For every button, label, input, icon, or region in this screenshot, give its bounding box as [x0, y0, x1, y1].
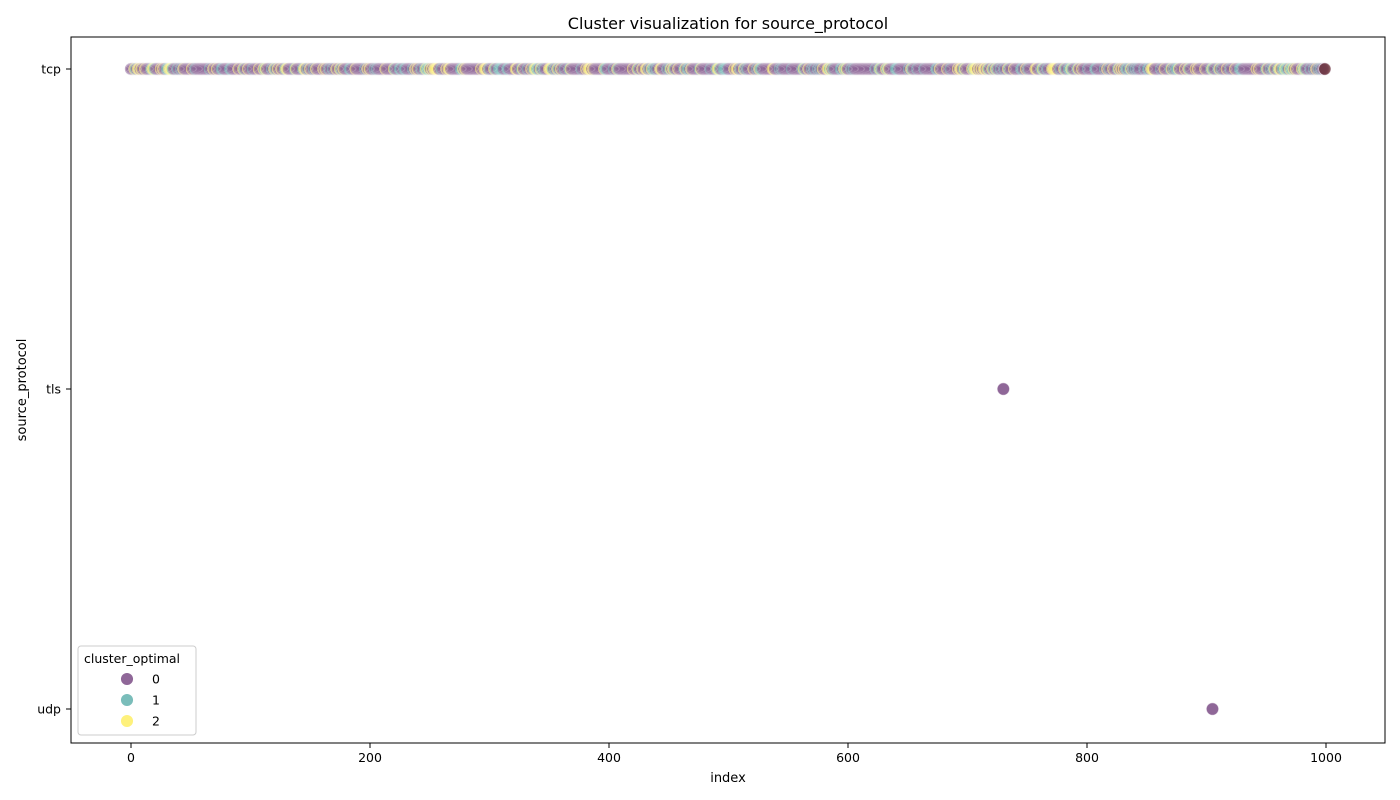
- x-axis-label: index: [710, 771, 746, 786]
- x-axis: 0 200 400 600 800 1000: [127, 743, 1342, 765]
- x-tick-label: 200: [358, 750, 382, 765]
- legend-marker: [120, 672, 134, 686]
- legend-marker: [120, 714, 134, 728]
- legend-label: 1: [152, 693, 160, 708]
- x-tick-label: 800: [1075, 750, 1099, 765]
- data-point: [1318, 62, 1332, 76]
- x-tick-label: 1000: [1310, 750, 1342, 765]
- legend-title: cluster_optimal: [84, 651, 180, 666]
- y-axis: tcp tls udp: [37, 62, 71, 717]
- legend-marker: [120, 693, 134, 707]
- y-tick-label: tcp: [41, 62, 61, 77]
- x-tick-label: 0: [127, 750, 135, 765]
- chart-title: Cluster visualization for source_protoco…: [568, 14, 888, 34]
- legend: cluster_optimal 0 1 2: [77, 645, 197, 736]
- legend-label: 2: [152, 714, 160, 729]
- plot-frame: [70, 36, 1386, 744]
- y-tick-label: tls: [46, 382, 61, 397]
- legend-box: [77, 645, 197, 736]
- data-point: [996, 382, 1010, 396]
- x-tick-label: 600: [836, 750, 860, 765]
- y-axis-label: source_protocol: [15, 339, 30, 442]
- legend-label: 0: [152, 672, 160, 687]
- data-point: [1205, 702, 1220, 716]
- points-layer: [124, 62, 1332, 716]
- x-tick-label: 400: [597, 750, 621, 765]
- y-tick-label: udp: [37, 702, 61, 717]
